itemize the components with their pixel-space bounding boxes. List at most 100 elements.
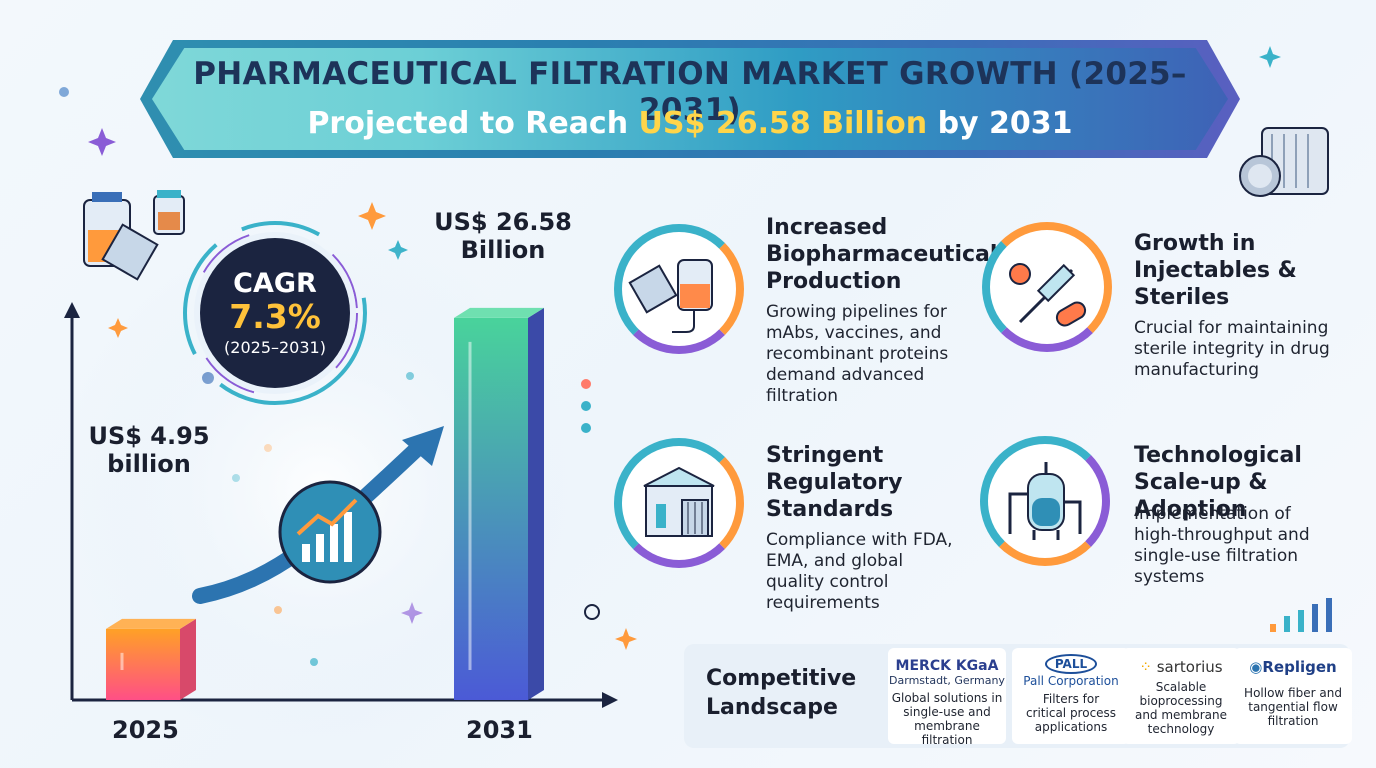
iv-bag-filter-icon xyxy=(628,259,713,333)
company-desc-line: Global solutions in xyxy=(891,691,1003,705)
sartorius-dots-icon: ⁘ xyxy=(1139,658,1157,676)
bar-value-label-line: billion xyxy=(107,450,191,478)
driver-title: Increased Biopharmaceutical Production xyxy=(766,214,998,295)
page-subtitle: Projected to Reach US$ 26.58 Billion by … xyxy=(150,106,1230,141)
cagr-ring xyxy=(183,221,367,405)
driver-title-line: Biopharmaceutical xyxy=(766,242,998,267)
cagr-value: 7.3% xyxy=(229,297,321,336)
company-desc-line: bioprocessing xyxy=(1139,694,1223,708)
driver-desc-line: Implementation of xyxy=(1134,504,1291,524)
bar-value-label-line: Billion xyxy=(460,236,546,264)
cagr-period: (2025–2031) xyxy=(224,338,326,357)
driver-desc-line: Compliance with FDA, xyxy=(766,530,953,550)
company-desc-line: critical process xyxy=(1025,706,1117,720)
market-size-chart xyxy=(60,230,618,750)
driver-desc-line: filtration xyxy=(766,386,839,406)
sparkle-icon xyxy=(88,128,116,156)
bar-top-2025 xyxy=(106,618,196,629)
company-card-repligen: ◉Repligen Hollow fiber and tangential fl… xyxy=(1234,648,1352,744)
syringe-icon xyxy=(1009,263,1087,327)
driver-desc-line: single-use filtration xyxy=(1134,546,1299,566)
company-subtitle: Darmstadt, Germany xyxy=(889,674,1005,687)
company-desc-line: tangential flow xyxy=(1248,700,1338,714)
x-tick-label-2025: 2025 xyxy=(112,716,179,744)
driver-title-line: Regulatory xyxy=(766,470,903,495)
bar-value-label-2031: US$ 26.58 Billion xyxy=(420,208,586,264)
competitive-landscape-title: Competitive Landscape xyxy=(706,664,876,722)
page-title: PHARMACEUTICAL FILTRATION MARKET GROWTH … xyxy=(193,56,1187,128)
company-description: Filters for critical process application… xyxy=(1012,692,1130,734)
driver-desc-line: systems xyxy=(1134,567,1205,587)
driver-description: Implementation of high-throughput and si… xyxy=(1134,504,1364,588)
company-desc-line: Scalable xyxy=(1155,680,1207,694)
driver-desc-line: mAbs, vaccines, and xyxy=(766,323,942,343)
driver-desc-line: manufacturing xyxy=(1134,360,1259,380)
driver-title-line: Injectables & xyxy=(1134,258,1297,283)
driver-icon-ring xyxy=(614,224,744,354)
comp-title-line: Competitive xyxy=(706,666,857,691)
driver-desc-line: Crucial for maintaining xyxy=(1134,318,1329,338)
driver-icon-ring xyxy=(982,222,1112,352)
bar-value-label-line: US$ 4.95 xyxy=(88,422,210,450)
sartorius-logo: ⁘ sartorius xyxy=(1122,658,1240,676)
company-card-pall: PALL Pall Corporation Filters for critic… xyxy=(1012,648,1130,744)
repligen-mark-icon: ◉ xyxy=(1249,658,1263,676)
company-desc-line: applications xyxy=(1034,720,1108,734)
driver-title-line: Technological xyxy=(1134,443,1302,468)
driver-title: Stringent Regulatory Standards xyxy=(766,442,986,523)
subtitle-suffix: by 2031 xyxy=(927,106,1073,141)
driver-title-line: Standards xyxy=(766,497,894,522)
driver-title-line: Scale-up & Adoption xyxy=(1134,470,1268,522)
company-desc-line: technology xyxy=(1147,722,1215,736)
driver-title-line: Growth in xyxy=(1134,231,1256,256)
sartorius-logo-text: sartorius xyxy=(1156,658,1223,676)
bar-value-label-line: US$ 26.58 xyxy=(434,208,572,236)
company-description: Global solutions in single-use and membr… xyxy=(888,691,1006,747)
driver-description: Compliance with FDA, EMA, and global qua… xyxy=(766,530,976,614)
driver-title: Technological Scale-up & Adoption xyxy=(1134,442,1370,523)
driver-desc-line: EMA, and global xyxy=(766,551,904,571)
subtitle-prefix: Projected to Reach xyxy=(307,106,639,141)
driver-desc-line: demand advanced xyxy=(766,365,925,385)
comp-title-line: Landscape xyxy=(706,695,838,720)
regulatory-building-icon xyxy=(643,466,715,537)
driver-icon-ring xyxy=(614,438,744,568)
driver-desc-line: Growing pipelines for xyxy=(766,302,947,322)
driver-desc-line: recombinant proteins xyxy=(766,344,949,364)
company-desc-line: Filters for xyxy=(1042,692,1100,706)
driver-title-line: Increased xyxy=(766,215,888,240)
cagr-badge: CAGR 7.3% (2025–2031) xyxy=(200,238,350,388)
sparkle-icon xyxy=(1259,46,1281,68)
filter-cartridge-icon xyxy=(1239,127,1329,197)
bar-2031 xyxy=(454,317,528,700)
company-desc-line: single-use and xyxy=(903,705,991,719)
driver-desc-line: quality control xyxy=(766,572,889,592)
driver-title: Growth in Injectables & Steriles xyxy=(1134,230,1354,311)
company-description: Hollow fiber and tangential flow filtrat… xyxy=(1234,686,1352,728)
company-desc-line: membrane filtration xyxy=(914,719,980,747)
driver-description: Growing pipelines for mAbs, vaccines, an… xyxy=(766,302,976,407)
x-axis-arrow xyxy=(602,692,618,708)
company-card-merck: MERCK KGaA Darmstadt, Germany Global sol… xyxy=(888,648,1006,747)
growth-arrowhead xyxy=(402,426,444,466)
bar-2025 xyxy=(106,628,180,700)
y-axis-arrow xyxy=(64,302,80,318)
repligen-logo: ◉Repligen xyxy=(1234,658,1352,676)
pall-logo: PALL xyxy=(1012,654,1130,674)
bar-side-2025 xyxy=(180,618,196,700)
bioreactor-icon xyxy=(1008,462,1082,540)
driver-desc-line: high-throughput and xyxy=(1134,525,1310,545)
bars-group xyxy=(106,307,544,700)
company-desc-line: Hollow fiber and xyxy=(1244,686,1342,700)
driver-title-line: Stringent xyxy=(766,443,884,468)
merck-logo: MERCK KGaA xyxy=(895,658,999,674)
company-description: Scalable bioprocessing and membrane tech… xyxy=(1122,680,1240,736)
title-banner-inner xyxy=(152,48,1228,150)
driver-icon-ring xyxy=(980,436,1110,566)
bar-top-2031 xyxy=(454,307,544,318)
company-desc-line: and membrane xyxy=(1134,708,1228,722)
driver-description: Crucial for maintaining sterile integrit… xyxy=(1134,318,1364,381)
driver-title-line: Production xyxy=(766,269,902,294)
bar-side-2031 xyxy=(528,307,544,700)
company-desc-line: filtration xyxy=(1267,714,1319,728)
